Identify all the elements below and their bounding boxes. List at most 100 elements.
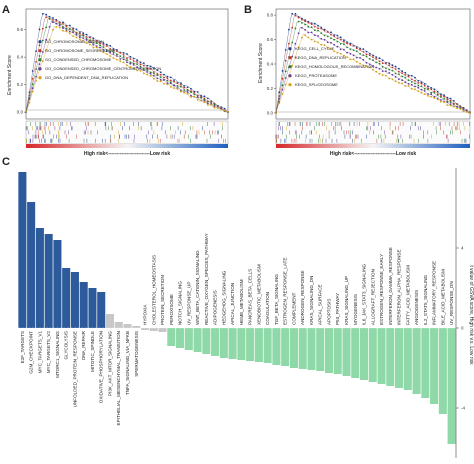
bar-label: CHOLESTEROL_HOMEOSTASIS bbox=[151, 255, 156, 325]
bar-inflammatory-response bbox=[430, 328, 439, 404]
bar-kras-signaling-dn bbox=[307, 328, 316, 370]
panel-b-letter: B bbox=[244, 4, 252, 16]
bar-tgf-beta-signaling bbox=[272, 328, 281, 365]
legend-swatch bbox=[38, 76, 42, 80]
y-tick-label: 0.0 bbox=[267, 110, 274, 115]
bar-label: IL2_STAT5_SIGNALING bbox=[423, 274, 428, 325]
bar-myc-targets-v2 bbox=[44, 234, 53, 328]
bar-hypoxia bbox=[140, 328, 150, 330]
panel-a-legend: GO_CHROMOSOMAL_REGION GO_CHROMOSOME_SEGRE… bbox=[38, 39, 161, 80]
bar-peroxisome bbox=[167, 328, 176, 346]
es-line bbox=[25, 25, 229, 113]
bar-tnfa-signaling-via-nfkb bbox=[123, 324, 132, 328]
legend-entry: KEGG_DNA_REPLICATION bbox=[295, 55, 346, 60]
panel-a-ylabel: Enrichment Score bbox=[7, 55, 13, 95]
bar-label: KRAS_SIGNALING_DN bbox=[309, 276, 314, 325]
es-line bbox=[25, 18, 229, 113]
bar-label: ESTROGEN_RESPONSE_LATE bbox=[283, 257, 288, 325]
legend-entry: GO_CONDENSED_CHROMOSOME bbox=[45, 57, 112, 62]
bar-label: APICAL_SURFACE bbox=[318, 284, 323, 325]
bar-label: TNFA_SIGNALING_VIA_NFKB bbox=[125, 331, 130, 395]
bar-label: NOTCH_SIGNALING bbox=[178, 281, 183, 325]
bar-label: HEME_METABOLISM bbox=[239, 279, 244, 325]
y-tick-label: 0.8 bbox=[267, 13, 274, 18]
panel-b: B Enrichment Score 0.8 0.6 0.4 0.2 0.0 KEGG_… bbox=[244, 4, 471, 157]
bar-cholesterol-homeostasis bbox=[149, 328, 158, 331]
bar-apical-surface bbox=[316, 328, 325, 371]
bar-heme-metabolism bbox=[237, 328, 246, 360]
bar-unfolded-protein-response bbox=[70, 272, 79, 328]
bar-myc-targets-v1 bbox=[35, 228, 44, 328]
bar-label: UNFOLDED_PROTEIN_RESPONSE bbox=[72, 331, 77, 407]
bar-label: WNT_BETA_CATENIN_SIGNALING bbox=[195, 250, 200, 325]
es-line bbox=[25, 16, 229, 113]
legend-entry: GO_DNA_DEPENDENT_DNA_REPLICATION bbox=[45, 75, 128, 80]
bar-label: DNA_REPAIR bbox=[81, 330, 86, 360]
bar-label: INTERFERON_GAMMA_RESPONSE bbox=[388, 247, 393, 325]
bar-apoptosis bbox=[324, 328, 334, 373]
panel-b-legend: KEGG_CELL_CYCLE KEGG_DNA_REPLICATION KEGG_… bbox=[288, 46, 374, 87]
es-curve-kegg-proteasome bbox=[275, 26, 471, 114]
bar-label: ALLOGRAFT_REJECTION bbox=[370, 269, 375, 325]
panel-b-hit-marks bbox=[275, 122, 470, 143]
panel-a-y-ticks: 0.6 0.4 0.2 0.0 bbox=[17, 27, 26, 115]
bar-label: PROTEIN_SECRETION bbox=[160, 275, 165, 325]
panel-b-risk-label: High risk<-------------------------Low r… bbox=[330, 151, 416, 157]
bar-notch-signaling bbox=[176, 328, 185, 348]
bar-spermatogenesis bbox=[132, 326, 141, 328]
bar-coagulation bbox=[263, 328, 272, 363]
legend-swatch bbox=[38, 40, 42, 44]
bar-label: ANDROGEN_RESPONSE bbox=[300, 270, 305, 325]
bar-label: MYC_TARGETS_V1 bbox=[37, 331, 42, 374]
bar-pancreas-beta-cells bbox=[246, 328, 255, 361]
legend-swatch bbox=[288, 47, 292, 51]
bar-label: GLYCOLYSIS bbox=[64, 331, 69, 359]
legend-entry: GO_CONDENSED_CHROMOSOME_CENTROMERIC_REGI… bbox=[45, 66, 161, 71]
panel-a: A Enrichment Score 0.6 0.4 0.2 0.0 GO_CHROM… bbox=[2, 4, 229, 157]
bar-label: EPITHELIAL_MESENCHYMAL_TRANSITION bbox=[116, 331, 121, 425]
bar-label: HYPOXIA bbox=[143, 304, 148, 325]
bar-hedgehog-signaling bbox=[219, 328, 228, 358]
y-tick-label: 0.2 bbox=[17, 82, 24, 87]
bar-uv-response-up bbox=[184, 328, 193, 350]
legend-entry: KEGG_CELL_CYCLE bbox=[295, 46, 335, 51]
panel-a-risk-label: High risk<-------------------------Low r… bbox=[84, 151, 170, 157]
bar-pi3k-akt-mtor-signaling bbox=[105, 314, 115, 328]
bar-label: MYOGENESIS bbox=[353, 294, 358, 325]
bar-protein-secretion bbox=[158, 328, 167, 332]
bar-complement bbox=[289, 328, 298, 368]
es-line bbox=[275, 33, 471, 114]
legend-swatch bbox=[38, 58, 42, 62]
bar-label: MITOTIC_SPINDLE bbox=[90, 331, 95, 372]
legend-swatch bbox=[38, 49, 42, 53]
y-tick-label: 0.2 bbox=[267, 86, 274, 91]
bar-angiogenesis bbox=[412, 328, 421, 394]
legend-swatch bbox=[38, 67, 42, 71]
es-curve-kegg-spliceosome bbox=[275, 33, 471, 114]
y-tick-label: 0.4 bbox=[17, 55, 24, 60]
bar-glycolysis bbox=[62, 268, 71, 328]
bar-label: INTERFERON_ALPHA_RESPONSE bbox=[397, 249, 402, 325]
bar-il2-stat5-signaling bbox=[421, 328, 430, 398]
bar-label: G2M_CHECKPOINT bbox=[29, 331, 34, 374]
bar-androgen-response bbox=[298, 328, 307, 369]
y-tick-label: -4 bbox=[461, 406, 465, 411]
bar-label: ADIPOGENESIS bbox=[213, 290, 218, 325]
bar-label: P53_PATHWAY bbox=[335, 293, 340, 325]
es-line bbox=[275, 26, 471, 114]
bar-label: COAGULATION bbox=[265, 292, 270, 325]
bar-kras-signaling-up bbox=[342, 328, 351, 376]
legend-entry: KEGG_SPLICEOSOME bbox=[295, 82, 338, 87]
bar-mtorc1-signaling bbox=[53, 240, 62, 328]
bar-label: ANGIOGENESIS bbox=[414, 290, 419, 325]
es-line bbox=[275, 21, 471, 113]
bar-label: PI3K_AKT_MTOR_SIGNALING bbox=[107, 331, 112, 396]
bar-label: APOPTOSIS bbox=[326, 299, 331, 325]
panel-b-ylabel: Enrichment Score bbox=[258, 43, 264, 83]
bar-e2f-targets bbox=[18, 172, 27, 328]
bar-label: HEDGEHOG_SIGNALING bbox=[221, 270, 226, 325]
bar-uv-response-dn bbox=[447, 328, 456, 444]
y-tick-label: 0.4 bbox=[267, 62, 274, 67]
bar-label: XENOBIOTIC_METABOLISM bbox=[256, 264, 261, 325]
y-tick-label: 0.6 bbox=[17, 27, 24, 32]
